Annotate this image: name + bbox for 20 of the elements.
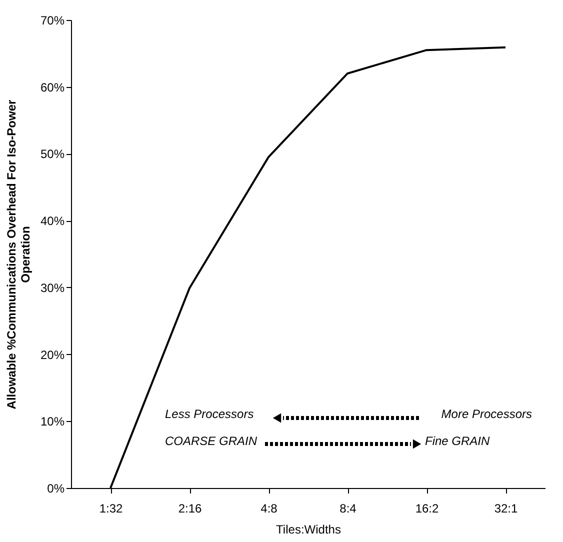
x-tick-label: 16:2 (415, 502, 439, 516)
x-tick-label: 4:8 (260, 502, 278, 516)
annotation: Fine GRAIN (425, 434, 490, 448)
y-axis-title: Allowable %Communications Overhead For Iso-Power Operation (4, 99, 32, 410)
x-tick-label: 2:16 (178, 502, 202, 516)
x-axis-title: Tiles:Widths (276, 522, 341, 536)
y-tick-label: 30% (40, 280, 65, 295)
y-tick-label: 20% (40, 348, 65, 362)
annotation: More Processors (441, 407, 532, 421)
y-tick-label: 60% (40, 80, 65, 94)
y-tick-label: 50% (40, 147, 65, 162)
x-tick-label: 8:4 (340, 502, 357, 516)
annotation: COARSE GRAIN (165, 434, 258, 448)
x-tick-label: 32:1 (494, 502, 518, 516)
x-tick-label: 1:32 (99, 502, 123, 516)
annotation: Less Processors (165, 407, 254, 421)
y-tick-label: 0% (47, 482, 65, 496)
y-tick-label: 40% (40, 214, 65, 228)
y-tick-label: 10% (40, 414, 65, 429)
y-tick-label: 70% (40, 14, 65, 28)
